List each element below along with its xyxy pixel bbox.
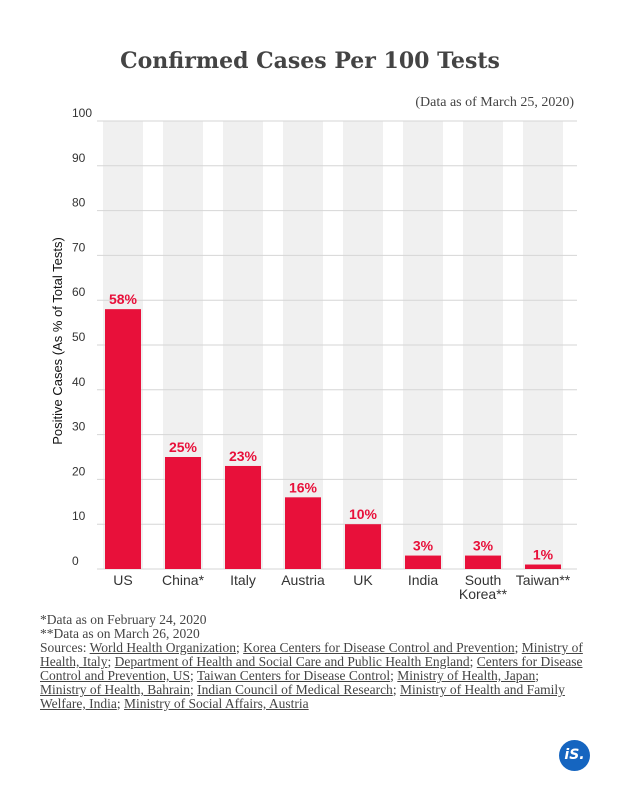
bar — [225, 465, 261, 569]
source-link[interactable]: Ministry of Health and Family Welfare, I… — [40, 682, 565, 711]
data-label: 25% — [169, 439, 198, 455]
x-tick-label: US — [113, 572, 132, 588]
sources-list: Sources: World Health Organization; Kore… — [40, 640, 583, 711]
data-label: 16% — [289, 479, 318, 495]
source-link[interactable]: Ministry of Health, Italy — [40, 640, 583, 669]
footnote-feb: *Data as on February 24, 2020 — [40, 612, 207, 627]
bar — [285, 497, 321, 569]
source-link[interactable]: World Health Organization — [89, 640, 236, 655]
y-tick-label: 40 — [72, 375, 86, 389]
y-tick-label: 20 — [72, 464, 86, 478]
source-link[interactable]: Ministry of Health, Japan — [397, 668, 536, 683]
data-label: 1% — [533, 547, 554, 563]
y-tick-label: 80 — [72, 196, 86, 210]
x-tick-label: Taiwan** — [516, 572, 571, 588]
bar — [345, 524, 381, 569]
y-tick-label: 50 — [72, 330, 86, 344]
brand-logo-icon[interactable]: iS. — [559, 740, 590, 771]
y-tick-label: 60 — [72, 285, 86, 299]
bar — [165, 457, 201, 569]
data-label: 3% — [473, 538, 494, 554]
data-label: 10% — [349, 506, 378, 522]
y-tick-label: 70 — [72, 240, 86, 254]
y-axis-label: Positive Cases (As % of Total Tests) — [50, 237, 65, 445]
data-label: 58% — [109, 291, 138, 307]
source-link[interactable]: Department of Health and Social Care and… — [114, 654, 470, 669]
y-tick-label: 10 — [72, 509, 86, 523]
x-tick-label: UK — [353, 572, 373, 588]
x-tick-label: Austria — [281, 572, 325, 588]
chart-title: Confirmed Cases Per 100 Tests — [120, 48, 500, 74]
source-link[interactable]: Ministry of Social Affairs, Austria — [124, 696, 309, 711]
x-tick-label: India — [408, 572, 439, 588]
source-link[interactable]: Korea Centers for Disease Control and Pr… — [243, 640, 515, 655]
x-tick-label: Korea** — [459, 586, 508, 602]
data-label: 23% — [229, 448, 258, 464]
bar — [465, 555, 501, 569]
data-label: 3% — [413, 538, 434, 554]
source-link[interactable]: Taiwan Centers for Disease Control — [196, 668, 391, 683]
bar — [525, 564, 561, 569]
x-tick-label: China* — [162, 572, 205, 588]
y-tick-label: 0 — [72, 554, 79, 568]
y-tick-label: 90 — [72, 151, 86, 165]
bar-chart: 0 10 20 30 40 50 60 70 80 90 100 58% US 25% China* 23% I… — [50, 106, 577, 602]
x-tick-label: South — [465, 572, 502, 588]
x-tick-label: Italy — [230, 572, 256, 588]
bar — [405, 555, 441, 569]
source-link[interactable]: Indian Council of Medical Research — [197, 682, 393, 697]
chart-subtitle: (Data as of March 25, 2020) — [415, 95, 574, 110]
y-tick-label: 100 — [72, 106, 92, 120]
sources-label: Sources: — [40, 640, 90, 655]
y-tick-label: 30 — [72, 420, 86, 434]
source-link[interactable]: Centers for Disease Control and Preventi… — [40, 654, 583, 683]
footnote-mar: **Data as on March 26, 2020 — [40, 626, 200, 641]
bar — [105, 309, 141, 569]
source-link[interactable]: Ministry of Health, Bahrain — [40, 682, 190, 697]
